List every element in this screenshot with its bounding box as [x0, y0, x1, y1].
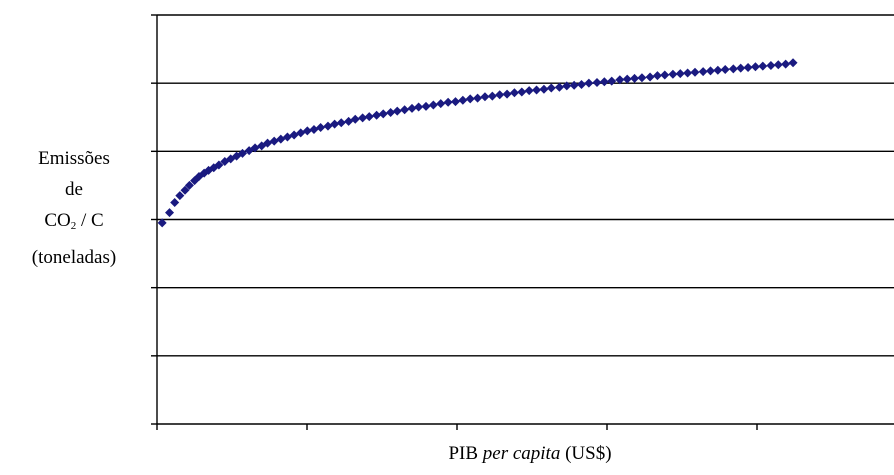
- data-point-69: [622, 74, 632, 84]
- data-point-4: [180, 185, 190, 195]
- data-point-43: [428, 100, 438, 110]
- data-point-54: [509, 88, 519, 98]
- data-point-70: [630, 73, 640, 83]
- data-point-1: [165, 208, 175, 218]
- data-point-0: [157, 218, 167, 228]
- y-axis-label-line4: (toneladas): [31, 247, 117, 268]
- data-point-33: [358, 113, 368, 123]
- data-point-64: [584, 78, 594, 88]
- data-point-35: [372, 110, 382, 120]
- data-point-53: [502, 89, 512, 99]
- data-point-25: [302, 126, 312, 136]
- data-point-45: [443, 97, 453, 107]
- data-point-59: [546, 83, 556, 93]
- gridlines: [157, 14, 894, 357]
- data-point-80: [705, 66, 715, 76]
- data-point-55: [517, 87, 527, 97]
- data-point-83: [728, 64, 738, 74]
- y-axis-label-line3: CO2 / C: [0, 205, 148, 242]
- y-axis-label-unit: / C: [76, 210, 104, 231]
- data-point-28: [323, 121, 333, 131]
- data-point-81: [713, 65, 723, 75]
- data-point-60: [554, 82, 564, 92]
- data-point-20: [269, 136, 279, 146]
- data-point-46: [450, 97, 460, 107]
- data-point-73: [652, 71, 662, 81]
- data-point-75: [668, 69, 678, 79]
- data-point-76: [675, 69, 685, 79]
- data-point-89: [773, 60, 783, 70]
- data-point-34: [364, 112, 374, 122]
- data-point-31: [344, 116, 354, 126]
- data-point-86: [750, 62, 760, 72]
- data-points: [157, 58, 798, 228]
- data-point-57: [532, 85, 542, 95]
- data-point-67: [607, 76, 617, 86]
- data-point-40: [407, 103, 417, 113]
- data-point-91: [788, 58, 798, 68]
- data-point-49: [473, 93, 483, 103]
- y-axis-label-subscript: 2: [70, 220, 77, 232]
- data-point-21: [276, 134, 286, 144]
- data-point-15: [237, 148, 247, 158]
- data-point-2: [170, 197, 180, 207]
- data-point-51: [487, 91, 497, 101]
- y-axis-label-line2: de: [65, 179, 83, 200]
- data-point-3: [175, 191, 185, 201]
- data-point-65: [592, 77, 602, 87]
- data-point-37: [386, 107, 396, 117]
- data-point-38: [392, 106, 402, 116]
- data-point-39: [400, 105, 410, 115]
- axes: [151, 14, 894, 430]
- y-axis-label: Emissões de CO2 / C (toneladas): [0, 143, 148, 273]
- data-point-27: [316, 122, 326, 132]
- data-point-88: [766, 60, 776, 70]
- data-point-47: [458, 95, 468, 105]
- data-point-79: [698, 67, 708, 77]
- data-point-90: [781, 59, 791, 69]
- data-point-58: [539, 84, 549, 94]
- data-point-22: [282, 132, 292, 142]
- y-axis-label-co: CO: [44, 210, 71, 231]
- data-point-26: [309, 125, 319, 135]
- data-point-56: [524, 86, 534, 96]
- data-point-78: [690, 67, 700, 77]
- data-point-68: [615, 75, 625, 85]
- data-point-30: [336, 118, 346, 128]
- data-point-11: [214, 160, 224, 170]
- data-point-48: [465, 94, 475, 104]
- data-point-61: [562, 81, 572, 91]
- data-point-50: [480, 92, 490, 102]
- data-point-23: [289, 130, 299, 140]
- data-point-52: [495, 90, 505, 100]
- data-point-19: [263, 138, 273, 148]
- data-point-85: [743, 62, 753, 72]
- data-point-32: [350, 114, 360, 124]
- data-point-63: [577, 80, 587, 90]
- y-axis-label-line1: Emissões: [38, 148, 110, 169]
- x-axis-label-part1: PIB: [448, 443, 483, 464]
- x-axis-label: PIB per capita (US$): [300, 443, 760, 465]
- data-point-77: [683, 68, 693, 78]
- data-point-5: [184, 180, 194, 190]
- x-axis-label-part3: (US$): [560, 443, 612, 464]
- x-axis-label-italic: per capita: [482, 443, 561, 464]
- data-point-71: [637, 73, 647, 83]
- data-point-41: [414, 102, 424, 112]
- data-point-74: [660, 70, 670, 80]
- data-point-72: [645, 72, 655, 82]
- data-point-17: [250, 143, 260, 153]
- data-point-84: [736, 63, 746, 73]
- data-point-24: [296, 128, 306, 138]
- data-point-42: [421, 101, 431, 111]
- data-point-66: [599, 77, 609, 87]
- data-point-87: [758, 61, 768, 71]
- data-point-82: [720, 65, 730, 75]
- data-point-36: [378, 109, 388, 119]
- data-point-44: [436, 99, 446, 109]
- data-point-29: [330, 119, 340, 129]
- data-point-62: [569, 80, 579, 90]
